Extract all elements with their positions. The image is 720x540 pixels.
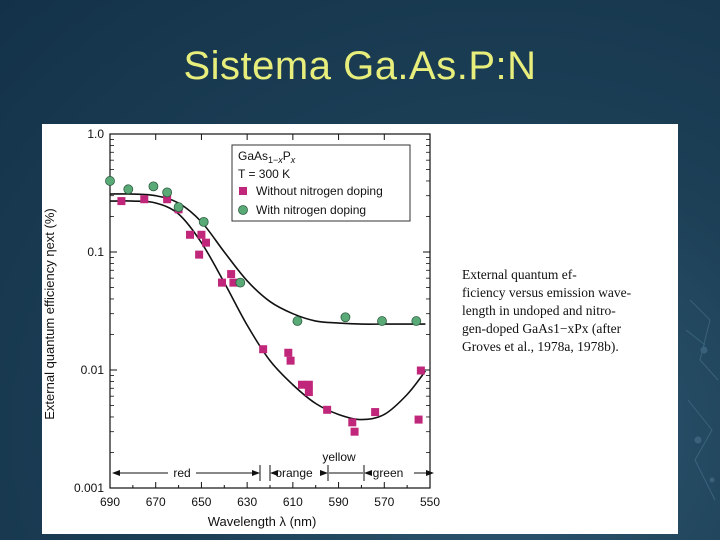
band-label-red: red <box>173 466 190 480</box>
data-point-doped <box>198 216 209 227</box>
axes-layer: 690 670 650 630 610 590 570 550 1.0 0.1 0.01 0.001 <box>74 127 440 509</box>
data-point-undoped <box>202 238 210 247</box>
y-tick-label: 1.0 <box>87 127 104 141</box>
legend-marker-undoped <box>239 187 247 195</box>
y-tick-label: 0.1 <box>87 245 104 259</box>
data-point-undoped <box>229 278 238 287</box>
data-points-layer <box>105 176 425 436</box>
arrowhead-orange-left <box>270 470 278 476</box>
x-tick-label: 570 <box>374 495 394 509</box>
fit-curve-doped <box>109 193 426 325</box>
legend-temperature: T = 300 K <box>238 167 290 181</box>
data-point-undoped <box>416 366 425 375</box>
caption-line-1: External quantum ef- <box>462 267 577 282</box>
x-tick-label: 690 <box>100 495 120 509</box>
data-point-doped <box>123 184 134 195</box>
x-tick-label: 610 <box>283 495 303 509</box>
band-label-orange: orange <box>275 466 313 480</box>
arrowhead-green-left <box>364 470 372 476</box>
data-point-undoped <box>117 197 126 206</box>
data-point-undoped <box>371 408 380 417</box>
data-point-doped <box>411 316 422 326</box>
slide-title: Sistema Ga.As.P:N <box>183 44 537 88</box>
data-point-undoped <box>259 345 268 354</box>
y-axis-title: External quantum efficiency ηext (%) <box>42 208 57 419</box>
data-point-undoped <box>195 250 204 259</box>
fit-curve-undoped <box>109 200 427 421</box>
x-tick-label: 670 <box>146 495 166 509</box>
data-point-doped <box>340 312 351 323</box>
data-point-undoped <box>286 356 295 365</box>
x-tick-label: 630 <box>237 495 257 509</box>
efficiency-chart: 690 670 650 630 610 590 570 5501.00.10.010.001 … <box>42 127 440 529</box>
data-point-undoped <box>197 230 206 239</box>
data-point-undoped <box>227 270 236 279</box>
data-point-undoped <box>323 405 332 414</box>
data-point-doped <box>377 316 387 326</box>
color-bands: yellow red orange green <box>112 450 434 481</box>
data-point-doped <box>173 202 184 213</box>
x-tick-label: 550 <box>420 495 440 509</box>
data-point-undoped <box>348 418 357 427</box>
arrowhead-orange-right <box>320 470 328 476</box>
band-label-green: green <box>373 466 404 480</box>
y-tick-label: 0.01 <box>81 363 105 377</box>
data-point-doped <box>292 316 303 326</box>
data-point-doped <box>105 176 115 186</box>
legend-material: GaAs1−xPx <box>238 149 296 165</box>
figure-caption: External quantum ef- ficiency versus emi… <box>462 266 674 356</box>
arrowhead-red-left <box>112 470 120 476</box>
caption-line-3: length in undoped and nitro- <box>462 303 616 318</box>
legend-marker-doped <box>238 205 248 215</box>
data-point-undoped <box>284 348 293 357</box>
data-point-undoped <box>350 427 359 436</box>
chart-legend: GaAs1−xPx T = 300 K Without nitrogen dop… <box>231 144 411 222</box>
data-point-undoped <box>218 278 226 287</box>
data-point-undoped <box>304 388 313 397</box>
x-tick-label: 590 <box>329 495 349 509</box>
legend-box <box>231 144 411 222</box>
data-point-doped <box>235 277 246 288</box>
data-point-undoped <box>186 230 194 239</box>
caption-line-2: ficiency versus emission wave- <box>462 285 632 300</box>
x-axis-title: Wavelength λ (nm) <box>208 514 317 529</box>
arrowhead-green-right <box>426 470 434 476</box>
legend-label-undoped: Without nitrogen doping <box>256 184 383 198</box>
legend-label-doped: With nitrogen doping <box>256 203 366 217</box>
fit-curves-layer <box>109 193 427 421</box>
y-tick-label: 0.001 <box>74 481 104 495</box>
caption-line-4: gen-doped GaAs1−xPx (after <box>462 321 622 336</box>
arrowhead-red-right <box>252 470 260 476</box>
data-point-undoped <box>304 380 313 389</box>
data-point-undoped <box>298 380 306 389</box>
data-point-undoped <box>163 195 172 204</box>
data-point-undoped <box>140 195 149 204</box>
band-label-yellow: yellow <box>322 450 356 464</box>
figure-panel: 690 670 650 630 610 590 570 550 1.0 0.1 0.01 0.001 … <box>42 124 678 534</box>
data-point-undoped <box>414 415 423 424</box>
data-point-doped <box>162 187 173 198</box>
caption-line-5: Groves et al., 1978a, 1978b). <box>462 339 619 354</box>
data-point-doped <box>148 181 159 192</box>
x-tick-label: 650 <box>191 495 211 509</box>
